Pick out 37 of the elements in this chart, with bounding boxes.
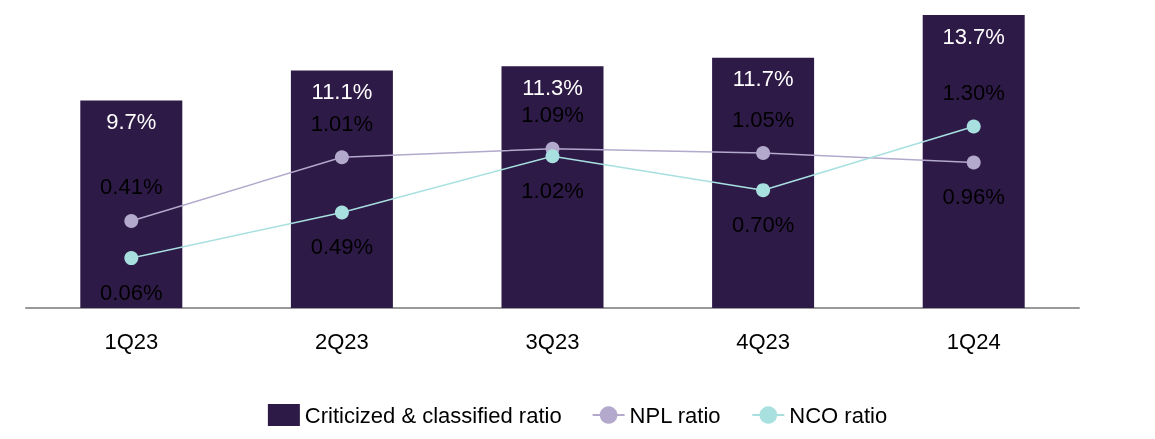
x-tick-label: 4Q23 (736, 328, 791, 354)
data-label: 0.49% (310, 233, 374, 259)
bar (712, 57, 815, 308)
bar (290, 70, 393, 308)
point (124, 251, 139, 266)
data-label: 0.70% (731, 211, 795, 237)
x-tick-label: 3Q23 (525, 328, 580, 354)
bar (80, 100, 183, 308)
data-label: 1.30% (942, 79, 1005, 105)
legend-label: NCO ratio (789, 402, 888, 428)
x-tick-label: 1Q23 (104, 328, 159, 354)
data-label: 1.05% (731, 106, 795, 132)
bar (922, 15, 1025, 308)
bar (501, 66, 604, 308)
legend-label: Criticized & classified ratio (304, 402, 562, 428)
point (124, 213, 139, 228)
data-label: 9.7% (106, 109, 157, 135)
data-label: 0.06% (100, 279, 163, 305)
point (334, 205, 349, 220)
x-tick-label: 2Q23 (314, 328, 369, 354)
data-label: 11.7% (732, 66, 794, 92)
data-label: 0.41% (100, 174, 163, 200)
point (966, 155, 981, 170)
data-label: 13.7% (942, 23, 1005, 49)
point (334, 150, 349, 165)
data-label: 1.02% (521, 177, 584, 203)
data-label: 11.1% (311, 79, 373, 105)
point (756, 146, 771, 160)
legend-label: NPL ratio (629, 402, 721, 428)
point (756, 183, 771, 198)
point (545, 149, 560, 164)
data-label: 11.3% (522, 74, 583, 100)
data-label: 1.09% (521, 102, 584, 128)
data-label: 0.96% (942, 184, 1005, 210)
x-tick-label: 1Q24 (946, 328, 1001, 354)
point (966, 119, 981, 134)
data-label: 1.01% (310, 110, 374, 136)
